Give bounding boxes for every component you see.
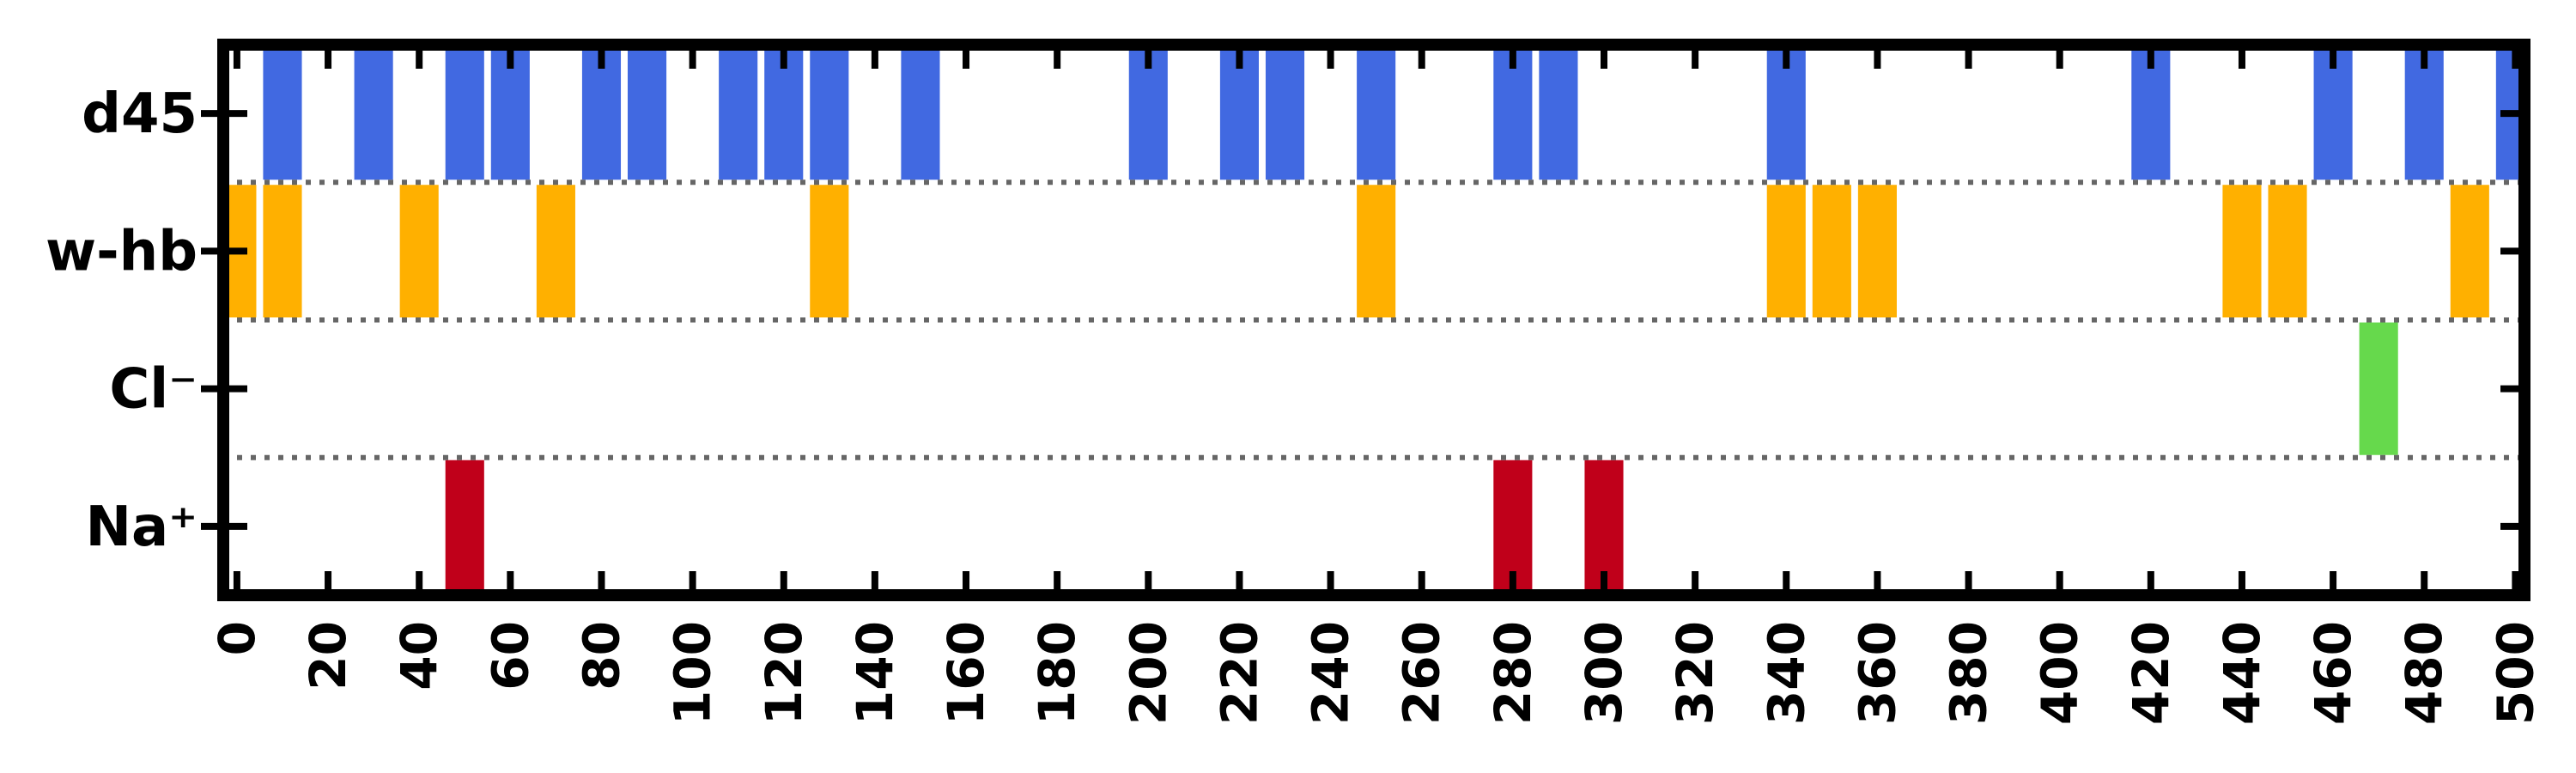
bar-whb-70: [536, 185, 575, 318]
x-tick-label: 400: [2031, 621, 2089, 725]
y-label: w-hb: [46, 220, 197, 283]
bar-d45-460: [2313, 47, 2353, 180]
bar-d45-120: [764, 47, 804, 180]
bar-whb-340: [1766, 185, 1806, 318]
x-tick-label: 40: [390, 621, 448, 691]
x-tick-label: 500: [2486, 621, 2544, 725]
bar-d45-420: [2131, 47, 2171, 180]
bar-d45-230: [1265, 47, 1305, 180]
x-tick-label: 200: [1119, 621, 1177, 725]
bar-d45-60: [490, 47, 530, 180]
bar-d45-80: [581, 47, 622, 180]
bar-d45-90: [627, 47, 667, 180]
bars-layer: [223, 47, 2524, 593]
bar-d45-340: [1766, 47, 1806, 180]
x-tick-label: 180: [1028, 621, 1086, 725]
y-label: Cl⁻: [109, 358, 197, 422]
bar-na-280: [1493, 460, 1533, 593]
x-tick-label: 300: [1575, 621, 1633, 725]
bar-d45-50: [445, 47, 484, 180]
plot-frame: [217, 39, 2530, 601]
x-tick-label: 380: [1940, 621, 1998, 725]
x-tick-label: 220: [1210, 621, 1268, 725]
x-tick-label: 340: [1757, 621, 1815, 725]
bar-whb-440: [2222, 185, 2262, 318]
bar-d45-290: [1539, 47, 1578, 180]
x-tick-label: 360: [1848, 621, 1906, 725]
x-tick-label: 460: [2304, 621, 2362, 725]
bar-na-300: [1584, 460, 1624, 593]
bar-whb-350: [1812, 185, 1851, 318]
bar-d45-280: [1493, 47, 1533, 180]
bar-whb-40: [399, 185, 439, 318]
x-tick-label: 420: [2122, 621, 2180, 725]
x-tick-label: 140: [846, 621, 904, 725]
x-tick-label: 480: [2395, 621, 2453, 725]
x-tick-label: 320: [1666, 621, 1724, 725]
x-tick-label: 60: [481, 621, 539, 691]
x-tick-label: 120: [755, 621, 813, 725]
bar-d45-110: [719, 47, 758, 180]
bar-cl-470: [2359, 322, 2398, 455]
bar-d45-250: [1357, 47, 1396, 180]
bar-d45-200: [1128, 47, 1168, 180]
x-axis-labels: 0 20 40 60 80 100 120 140 160 180 200 220 240 260 280 3…: [208, 621, 2544, 725]
x-tick-label: 80: [572, 621, 630, 691]
bar-whb-130: [810, 185, 849, 318]
x-tick-label: 280: [1484, 621, 1542, 725]
x-tick-label: 240: [1302, 621, 1360, 725]
bar-d45-480: [2404, 47, 2444, 180]
bar-d45-150: [901, 47, 940, 180]
x-tick-label: 100: [664, 621, 722, 725]
x-tick-label: 20: [299, 621, 357, 691]
bar-whb-10: [263, 185, 302, 318]
bar-whb-450: [2268, 185, 2307, 318]
bar-whb-250: [1357, 185, 1396, 318]
bar-na-50: [445, 460, 484, 593]
bar-d45-220: [1219, 47, 1259, 180]
x-tick-label: 260: [1393, 621, 1451, 725]
x-tick-label: 160: [937, 621, 995, 725]
bar-whb-490: [2450, 185, 2489, 318]
x-tick-label: 440: [2213, 621, 2271, 725]
x-tick-label: 0: [208, 621, 266, 655]
y-axis-labels: d45 w-hb Cl⁻ Na⁺: [46, 82, 197, 559]
y-label: d45: [82, 82, 197, 146]
bar-d45-10: [263, 47, 302, 180]
bar-whb-360: [1857, 185, 1897, 318]
bar-d45-30: [354, 47, 393, 180]
bar-d45-130: [810, 47, 849, 180]
y-label: Na⁺: [85, 496, 197, 559]
